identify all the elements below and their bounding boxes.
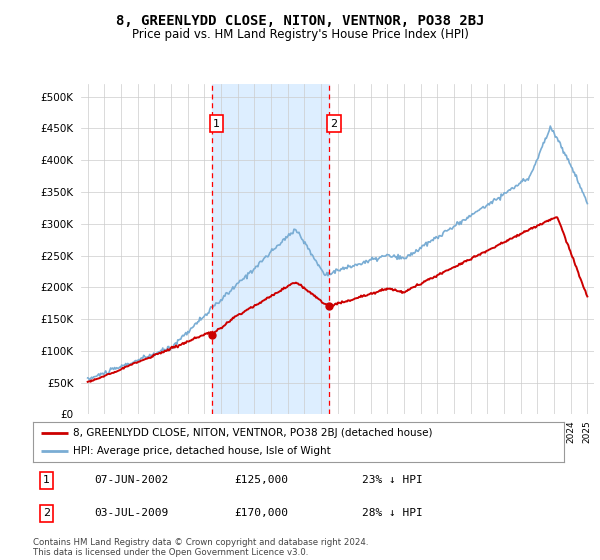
Text: 8, GREENLYDD CLOSE, NITON, VENTNOR, PO38 2BJ: 8, GREENLYDD CLOSE, NITON, VENTNOR, PO38… [116,14,484,28]
Text: 2: 2 [331,119,338,129]
Text: 1: 1 [43,475,50,486]
Text: 23% ↓ HPI: 23% ↓ HPI [362,475,423,486]
Text: 28% ↓ HPI: 28% ↓ HPI [362,508,423,519]
Text: £125,000: £125,000 [235,475,289,486]
Text: 8, GREENLYDD CLOSE, NITON, VENTNOR, PO38 2BJ (detached house): 8, GREENLYDD CLOSE, NITON, VENTNOR, PO38… [73,428,433,437]
Text: 07-JUN-2002: 07-JUN-2002 [94,475,169,486]
Text: 1: 1 [213,119,220,129]
Text: £170,000: £170,000 [235,508,289,519]
Text: Contains HM Land Registry data © Crown copyright and database right 2024.
This d: Contains HM Land Registry data © Crown c… [33,538,368,557]
Text: 03-JUL-2009: 03-JUL-2009 [94,508,169,519]
Text: Price paid vs. HM Land Registry's House Price Index (HPI): Price paid vs. HM Land Registry's House … [131,28,469,41]
Text: 2: 2 [43,508,50,519]
Text: HPI: Average price, detached house, Isle of Wight: HPI: Average price, detached house, Isle… [73,446,331,456]
Bar [212,84,329,414]
